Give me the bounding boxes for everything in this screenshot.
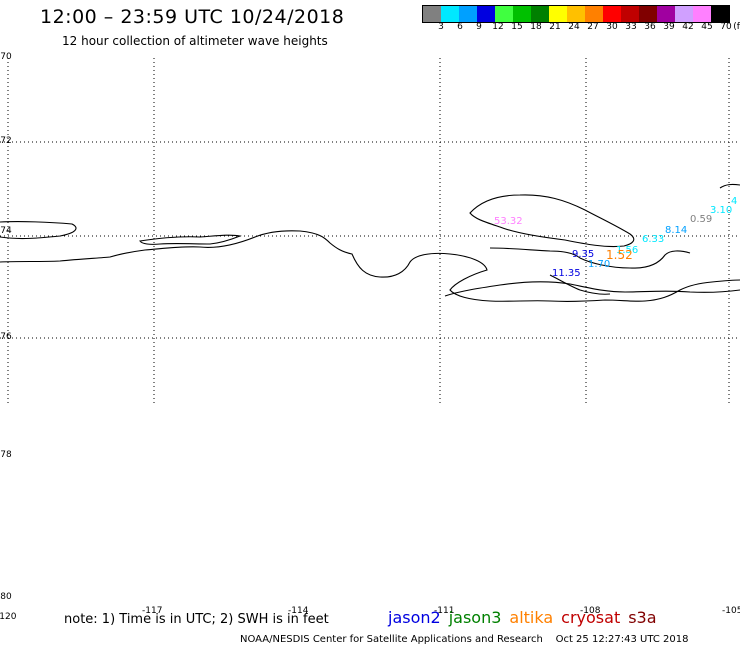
latitude-label: -70 (0, 52, 12, 62)
wave-height-label: 11.35 (552, 268, 581, 279)
latitude-label: -72 (0, 136, 12, 146)
legend-swatch (693, 6, 711, 22)
legend-swatch (657, 6, 675, 22)
legend-label: 45 (701, 22, 713, 32)
latitude-label: -78 (0, 450, 12, 460)
satellite-cryosat: cryosat (561, 608, 621, 627)
satellite-altika: altika (509, 608, 554, 627)
legend-label: 39 (663, 22, 675, 32)
legend-swatch (621, 6, 639, 22)
legend-swatch (639, 6, 657, 22)
latitude-label: -74 (0, 226, 12, 236)
longitude-label: -120 (0, 612, 17, 622)
legend-swatch (531, 6, 549, 22)
legend-label: 3 (438, 22, 444, 32)
credit-line: NOAA/NESDIS Center for Satellite Applica… (240, 634, 689, 645)
legend-swatch (423, 6, 441, 22)
legend-swatch (495, 6, 513, 22)
longitude-label: -114 (288, 606, 309, 616)
satellite-jason3: jason3 (448, 608, 502, 627)
longitude-label: -111 (434, 606, 455, 616)
satellite-jason2: jason2 (388, 608, 441, 627)
legend-swatch (549, 6, 567, 22)
wave-height-label: 53.32 (494, 216, 523, 227)
legend-label: 21 (549, 22, 561, 32)
latitude-label: -76 (0, 332, 12, 342)
legend-swatch (441, 6, 459, 22)
legend-swatch (603, 6, 621, 22)
legend-swatch (513, 6, 531, 22)
generated-timestamp: Oct 25 12:27:43 UTC 2018 (555, 634, 689, 645)
legend-label: 12 (492, 22, 504, 32)
longitude-label: -117 (142, 606, 163, 616)
legend-label: 70 (720, 22, 732, 32)
wave-height-label: 0.59 (690, 214, 713, 225)
legend-swatch (675, 6, 693, 22)
wave-height-label: 1.52 (606, 248, 633, 262)
legend-label: 9 (476, 22, 482, 32)
legend-label: 27 (587, 22, 599, 32)
legend-swatch (459, 6, 477, 22)
coastline (0, 183, 740, 302)
credit-text: NOAA/NESDIS Center for Satellite Applica… (240, 634, 543, 645)
longitude-label: -105 (722, 606, 740, 616)
wave-height-label: 4 (731, 196, 738, 207)
longitude-label: -108 (580, 606, 601, 616)
wave-height-label: 1.56 (616, 245, 639, 256)
satellite-legend: jason2 jason3 altika cryosat s3a (388, 608, 665, 627)
page-title: 12:00 – 23:59 UTC 10/24/2018 (40, 6, 345, 28)
color-scale-legend (422, 5, 730, 23)
wave-height-label: 3.10 (710, 205, 733, 216)
units-note: note: 1) Time is in UTC; 2) SWH is in fe… (64, 612, 329, 627)
legend-swatch (567, 6, 585, 22)
legend-label: (ft) (733, 22, 740, 32)
legend-label: 33 (625, 22, 637, 32)
page-subtitle: 12 hour collection of altimeter wave hei… (62, 34, 328, 48)
legend-label: 42 (682, 22, 694, 32)
wave-height-label: 1.70 (588, 259, 611, 270)
satellite-s3a: s3a (628, 608, 657, 627)
legend-label: 6 (457, 22, 463, 32)
legend-swatch (711, 6, 729, 22)
legend-swatch (477, 6, 495, 22)
legend-label: 15 (511, 22, 523, 32)
legend-label: 24 (568, 22, 580, 32)
legend-label: 30 (606, 22, 618, 32)
latitude-label: -80 (0, 592, 12, 602)
legend-swatch (585, 6, 603, 22)
wave-height-label: 6.33 (642, 234, 665, 245)
legend-label: 18 (530, 22, 542, 32)
gridlines (0, 58, 740, 406)
wave-height-label: 9.35 (572, 249, 595, 260)
legend-label: 36 (644, 22, 656, 32)
wave-height-label: 8.14 (665, 225, 688, 236)
